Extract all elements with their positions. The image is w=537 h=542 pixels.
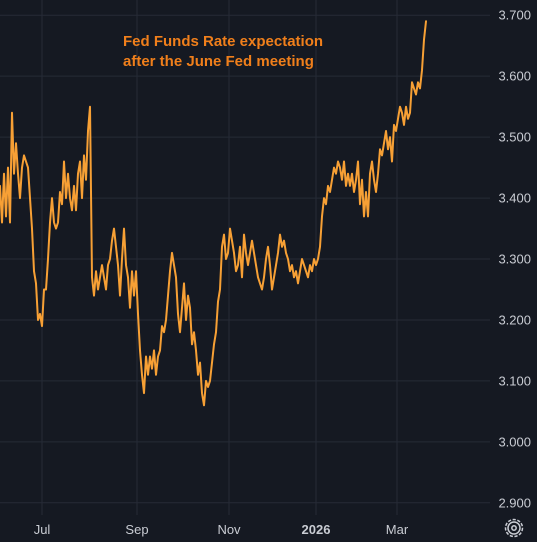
y-axis-labels: 3.700 3.600 3.500 3.400 3.300 3.200 3.100 3.000… (498, 8, 531, 511)
y-tick-label: 3.300 (498, 252, 531, 267)
x-tick-label: Nov (217, 522, 241, 537)
gear-icon[interactable] (504, 518, 524, 538)
series-layer (0, 20, 427, 407)
x-tick-label: 2026 (302, 522, 331, 537)
y-tick-label: 3.600 (498, 69, 531, 84)
y-tick-label: 2.900 (498, 495, 531, 510)
chart-title-line-2: after the June Fed meeting (123, 53, 314, 70)
x-tick-label: Mar (386, 522, 409, 537)
x-axis-labels: Jul Sep Nov 2026 Mar (34, 522, 409, 537)
y-tick-label: 3.000 (498, 434, 531, 449)
grid-lines (0, 0, 490, 515)
chart-title-line-1: Fed Funds Rate expectation (123, 33, 323, 50)
y-tick-label: 3.700 (498, 8, 531, 23)
y-tick-label: 3.400 (498, 191, 531, 206)
y-tick-label: 3.100 (498, 373, 531, 388)
series-line (0, 20, 427, 407)
y-tick-label: 3.500 (498, 130, 531, 145)
y-tick-label: 3.200 (498, 312, 531, 327)
x-tick-label: Jul (34, 522, 51, 537)
x-tick-label: Sep (125, 522, 148, 537)
